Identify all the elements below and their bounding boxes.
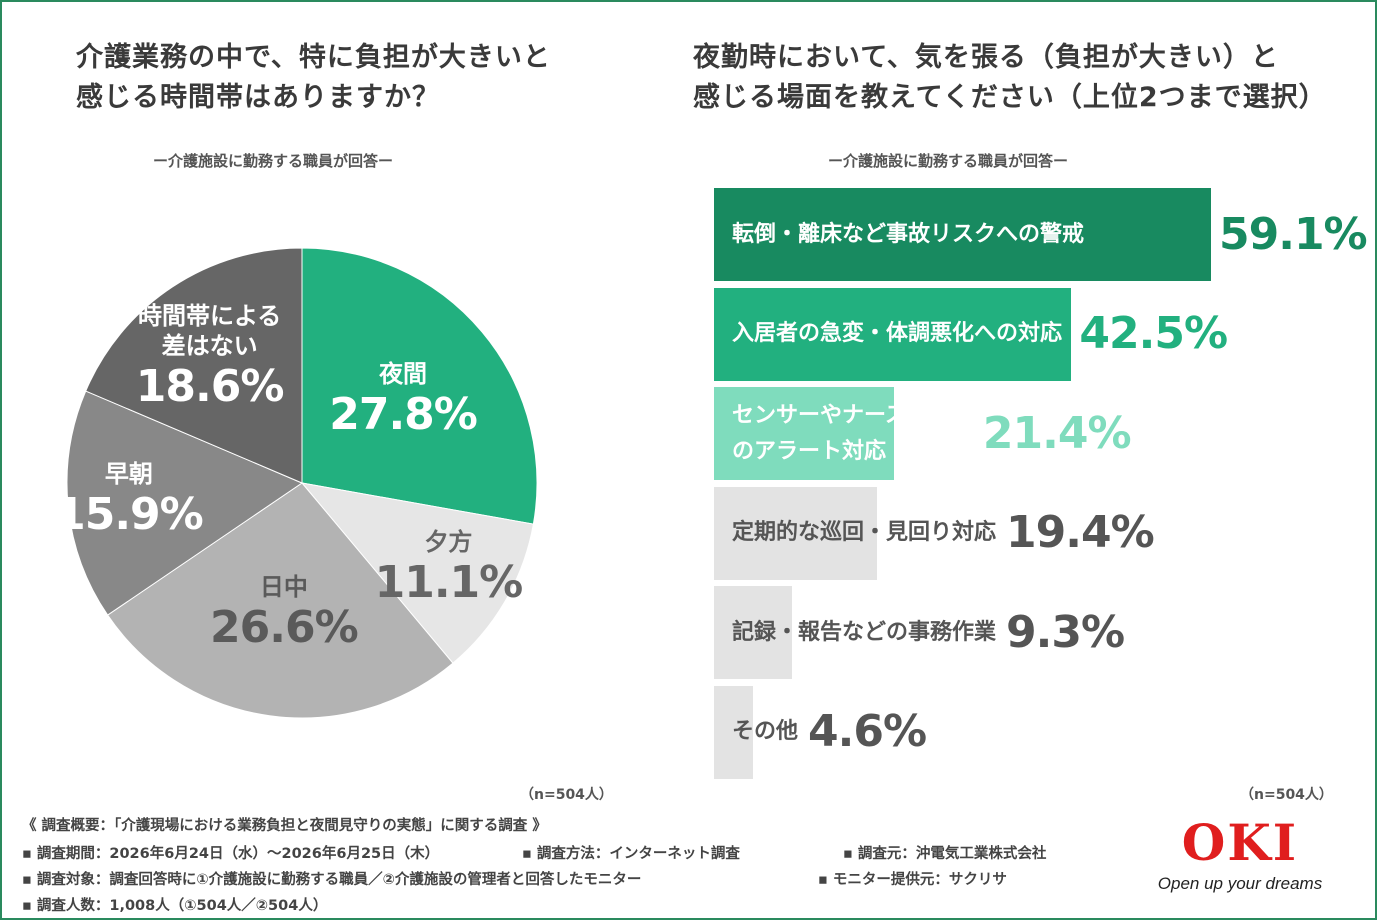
pie-slice-label: 夕方 11.1% — [348, 527, 548, 609]
right-subtitle: ー介護施設に勤務する職員が回答ー — [828, 152, 1069, 170]
pie-slice-label: 夜間 27.8% — [303, 359, 503, 441]
left-title-line2: 感じる時間帯はありますか？ — [76, 82, 440, 113]
bar-value: 4.6% — [808, 706, 927, 757]
bar-label-line: 定期的な巡回・見回り対応 — [732, 520, 997, 545]
bar-label-line: その他 — [732, 719, 799, 744]
pie-slice — [106, 482, 454, 719]
bar-value: 21.4% — [982, 407, 1132, 459]
right-n-note: （n=504人） — [1240, 787, 1333, 803]
bar-label: 記録・報告などの事務作業 — [732, 615, 996, 651]
left-n-note: （n=504人） — [520, 787, 613, 803]
left-title-line1: 介護業務の中で、特に負担が大きいと — [76, 42, 551, 73]
bar-label: その他 — [732, 714, 798, 750]
pie-value-text: 26.6% — [210, 602, 359, 654]
bar — [714, 287, 1072, 381]
right-question-title: 夜勤時において、気を張る（負担が大きい）と 感じる場面を教えてください（上位2つ… — [693, 38, 1327, 118]
pie-slice-label: 早朝 15.9% — [29, 459, 229, 541]
bar — [714, 486, 878, 580]
bar-value: 42.5% — [1079, 308, 1228, 359]
survey-method: ▪ 調査方法：インターネット調査 — [522, 846, 740, 862]
pie-value-text: 15.9% — [55, 488, 204, 540]
pie-slice — [66, 390, 304, 616]
left-question-title: 介護業務の中で、特に負担が大きいと 感じる時間帯はありますか？ — [76, 38, 551, 118]
bar-value: 9.3% — [1006, 606, 1125, 658]
pie-slice — [300, 482, 534, 664]
bar-label-line: 記録・報告などの事務作業 — [732, 619, 997, 645]
pie-category-text: 夜間 — [379, 359, 428, 388]
bar — [714, 188, 1211, 281]
left-subtitle: ー介護施設に勤務する職員が回答ー — [153, 152, 394, 170]
pie-category-text: 夕方 — [424, 527, 473, 556]
bar-label-line: 入居者の急変・体調悪化への対応 — [732, 321, 1063, 346]
bar-label: 転倒・離床など事故リスクへの警戒 — [732, 217, 1084, 253]
pie-slice-label: 日中 26.6% — [184, 572, 384, 654]
survey-period: ▪ 調査期間：2026年6月24日（水）～2026年6月25日（木） — [22, 846, 440, 862]
survey-org: ▪ 調査元：沖電気工業株式会社 — [843, 846, 1047, 862]
pie-value-text: 11.1% — [374, 556, 524, 608]
monitor-provider: ▪ モニター提供元：サクリサ — [818, 872, 1007, 888]
bar-label: 入居者の急変・体調悪化への対応 — [732, 316, 1062, 352]
bar — [714, 685, 753, 779]
right-title-line1: 夜勤時において、気を張る（負担が大きい）と — [693, 42, 1279, 73]
pie-category-text: 差はない — [161, 332, 258, 361]
pie-value-text: 27.8% — [329, 388, 478, 440]
oki-logo: OKI — [1181, 813, 1299, 872]
survey-summary: 《 調査概要：「介護現場における業務負担と夜間見守りの実態」に関する調査 》 — [22, 818, 547, 834]
pie-value-text: 18.6% — [135, 361, 285, 413]
oki-tagline: Open up your dreams — [1157, 874, 1323, 893]
bar-label-line: センサーやナースコール — [732, 402, 973, 428]
bar-label-line: 転倒・離床など事故リスクへの警戒 — [732, 221, 1085, 247]
pie-slice — [301, 247, 538, 525]
bar-label: センサーやナースコール のアラート対応 — [732, 398, 973, 470]
pie-category-text: 時間帯による — [137, 302, 282, 331]
bar-label: 定期的な巡回・見回り対応 — [732, 515, 996, 551]
pie-slice-label: 時間帯による 差はない 18.6% — [110, 301, 310, 413]
survey-count: ▪ 調査人数：1,008人（①504人／②504人） — [22, 898, 328, 914]
pie-category-text: 日中 — [259, 573, 308, 602]
pie-slice — [85, 247, 303, 484]
pie-category-text: 早朝 — [104, 459, 153, 488]
bar — [714, 586, 793, 679]
right-title-line2: 感じる場面を教えてください（上位2つまで選択） — [693, 82, 1327, 113]
bar-value: 19.4% — [1006, 507, 1155, 558]
bar — [714, 387, 894, 480]
survey-target: ▪ 調査対象：調査回答時に①介護施設に勤務する職員／②介護施設の管理者と回答した… — [22, 872, 642, 888]
bar-value: 59.1% — [1219, 208, 1368, 260]
bar-label-line: のアラート対応 — [732, 438, 887, 464]
